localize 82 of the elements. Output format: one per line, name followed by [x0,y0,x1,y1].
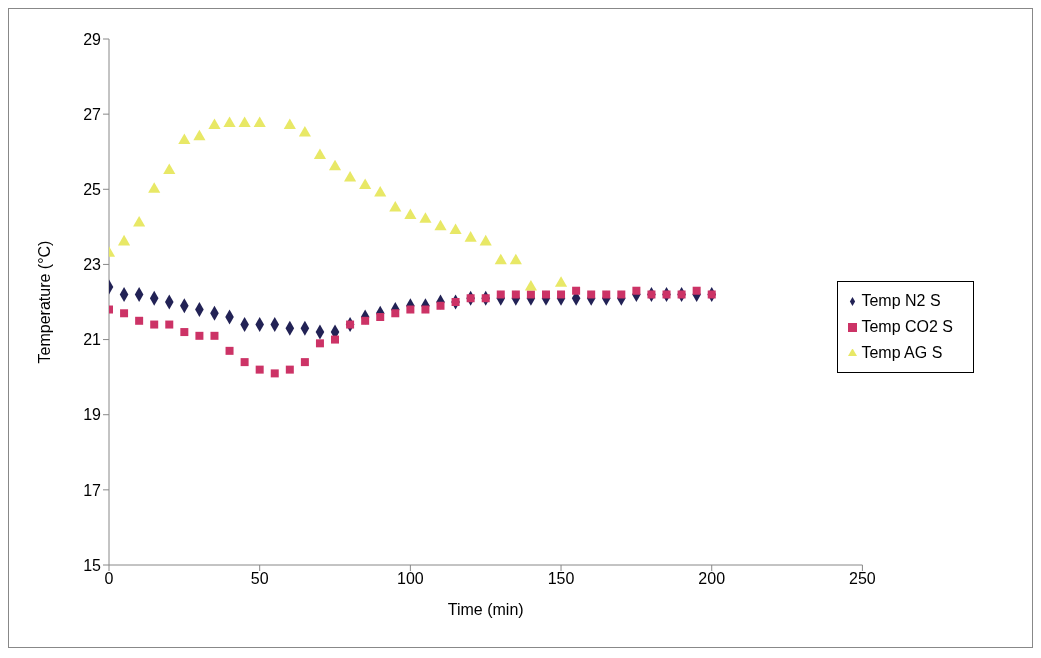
x-tick-label: 250 [849,570,876,588]
point [451,298,460,306]
point [481,294,490,303]
point [602,290,611,299]
point [361,316,370,325]
x-tick-label: 0 [104,570,114,588]
x-tick-label: 200 [698,570,726,588]
point [133,216,146,227]
point [479,234,492,246]
point [253,116,266,128]
point [434,219,447,231]
x-tick-label: 100 [397,570,424,588]
point [208,118,221,129]
point [344,171,357,182]
point [195,331,204,340]
point [193,129,206,141]
point [165,320,174,329]
legend-label: Temp AG S [861,344,943,361]
point [374,186,387,197]
point [421,305,430,314]
point [328,159,342,171]
point [541,290,550,299]
point [285,365,294,374]
point [436,301,445,310]
point [554,276,568,287]
point [270,369,279,378]
point [225,346,234,355]
point [632,286,641,295]
point [120,309,129,318]
point [359,178,372,190]
point [313,148,327,159]
point [163,163,176,175]
point [587,290,596,299]
point [331,335,340,344]
point [283,118,296,129]
point [180,328,189,337]
point [526,290,535,299]
point [466,294,475,303]
point [315,339,324,348]
point [494,253,507,265]
point [148,182,161,193]
x-axis-title: Time (min) [447,601,524,618]
point [406,305,415,314]
point [692,286,701,295]
x-tick-label: 150 [547,570,575,588]
point [238,116,251,128]
point [255,365,264,374]
x-tick-label: 50 [250,570,269,588]
point [449,223,462,235]
point [178,133,191,144]
point [419,212,432,223]
point [223,116,236,128]
point [135,316,144,325]
y-tick-label: 27 [83,105,102,123]
point [391,309,400,318]
y-axis-title: Temperature (°C) [35,240,53,364]
point [389,201,402,212]
point [509,253,522,265]
legend-label: Temp CO2 S [861,318,953,335]
point [524,279,537,291]
point [298,125,311,137]
point [464,231,477,242]
point [617,290,626,299]
y-tick-label: 21 [83,331,102,349]
point [150,320,159,329]
y-tick-label: 19 [83,406,102,424]
point [300,358,309,367]
point [376,313,385,322]
point [496,290,505,299]
y-tick-label: 29 [83,30,102,48]
point [117,234,131,246]
y-tick-label: 15 [83,556,102,574]
point [404,208,417,220]
point [240,358,249,367]
point [210,331,219,340]
y-tick-label: 17 [83,481,102,499]
y-tick-label: 23 [83,256,102,274]
point [557,290,566,299]
y-tick-label: 25 [83,180,102,198]
point [572,286,581,295]
legend-label: Temp N2 S [861,292,941,309]
point [511,290,520,299]
